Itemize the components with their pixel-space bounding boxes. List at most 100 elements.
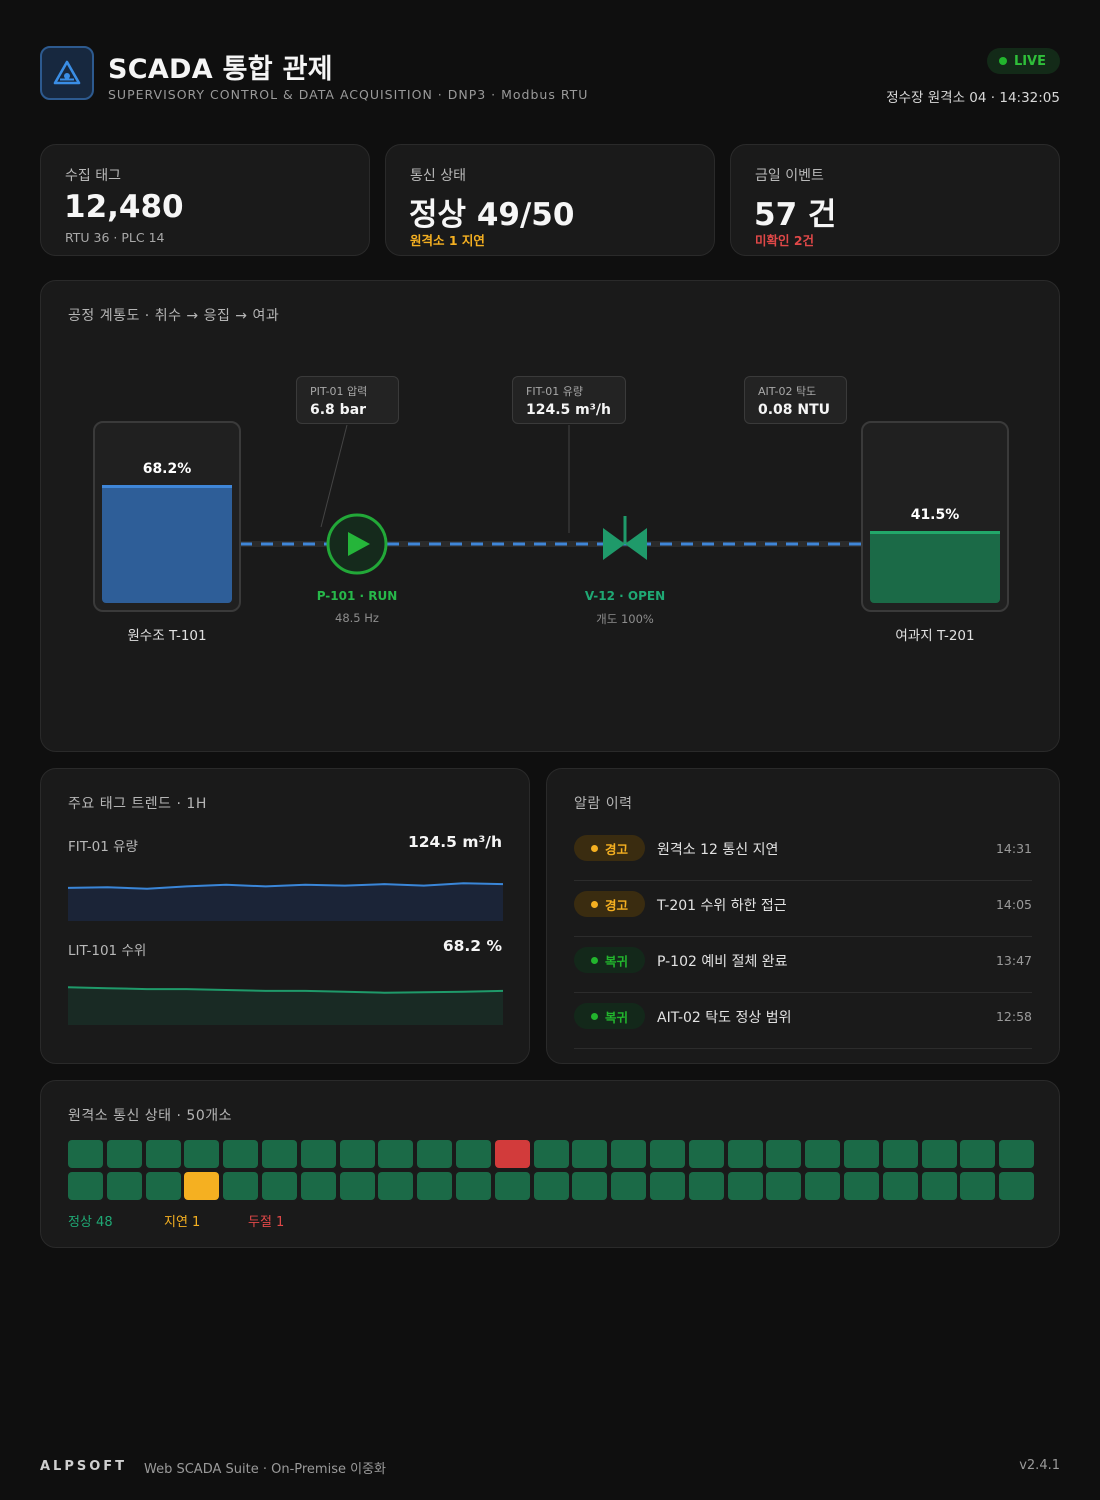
alarm-text: T-201 수위 하한 접근	[657, 898, 787, 914]
kpi-card-tags[interactable]: 수집 태그 12,480 RTU 36 · PLC 14	[40, 144, 370, 256]
station-cell-23[interactable]	[921, 1140, 957, 1168]
pump-p101[interactable]	[325, 512, 389, 576]
station-cell-19[interactable]	[766, 1140, 802, 1168]
station-cell-46[interactable]	[844, 1172, 879, 1200]
triangle-logo-icon	[53, 60, 81, 85]
station-cell-49[interactable]	[960, 1172, 996, 1200]
station-cell-22[interactable]	[882, 1140, 918, 1168]
trend-value: 124.5 m³/h	[407, 833, 502, 851]
station-cell-5[interactable]	[223, 1140, 259, 1168]
alarm-row[interactable]: 경고 원격소 12 통신 지연 14:31	[574, 825, 1032, 881]
station-cell-31[interactable]	[262, 1172, 297, 1200]
station-cell-42[interactable]	[688, 1172, 724, 1200]
trend-area	[68, 883, 503, 921]
station-cell-40[interactable]	[611, 1172, 647, 1200]
station-cell-11[interactable]	[456, 1140, 491, 1168]
alarm-level-badge: 경고	[574, 835, 645, 861]
station-cell-2[interactable]	[106, 1140, 142, 1168]
pump-status: P-101 · RUN	[316, 589, 398, 603]
station-cell-27[interactable]	[106, 1172, 142, 1200]
trend-sparkline-lit101[interactable]	[68, 977, 503, 1025]
tag-name: FIT-01 유량	[526, 385, 583, 398]
station-cell-21[interactable]	[844, 1140, 879, 1168]
kpi-value: 57 건	[754, 197, 837, 233]
trend-value: 68.2 %	[442, 937, 502, 955]
station-cell-43[interactable]	[727, 1172, 763, 1200]
station-cell-4[interactable]	[184, 1140, 220, 1168]
pump-frequency: 48.5 Hz	[335, 611, 379, 625]
station-cell-44[interactable]	[766, 1172, 802, 1200]
station-cell-7[interactable]	[300, 1140, 336, 1168]
kpi-card-comm[interactable]: 통신 상태 정상 49/50 원격소 1 지연	[385, 144, 715, 256]
legend-delay: 지연 1	[164, 1215, 201, 1230]
station-cell-30[interactable]	[223, 1172, 259, 1200]
station-cell-38[interactable]	[533, 1172, 569, 1200]
tank-t101[interactable]: 68.2%	[93, 421, 241, 612]
valve-v12[interactable]	[599, 514, 651, 564]
station-cell-3[interactable]	[145, 1140, 181, 1168]
alarm-time: 13:47	[995, 953, 1032, 968]
kpi-value: 12,480	[64, 189, 184, 225]
station-cell-9[interactable]	[378, 1140, 414, 1168]
station-cell-10[interactable]	[417, 1140, 453, 1168]
app-subtitle: SUPERVISORY CONTROL & DATA ACQUISITION ·…	[108, 87, 589, 102]
alarm-row[interactable]: 경고 T-201 수위 하한 접근 14:05	[574, 881, 1032, 937]
station-cell-14[interactable]	[572, 1140, 608, 1168]
station-cell-12[interactable]	[494, 1140, 530, 1168]
station-cell-16[interactable]	[650, 1140, 685, 1168]
trend-sparkline-fit01[interactable]	[68, 873, 503, 921]
live-badge: LIVE	[986, 48, 1060, 74]
tag-name: PIT-01 압력	[310, 385, 368, 398]
station-cell-25[interactable]	[999, 1140, 1035, 1168]
station-cell-35[interactable]	[417, 1172, 453, 1200]
station-cell-34[interactable]	[378, 1172, 414, 1200]
kpi-sub: 미확인 2건	[755, 233, 815, 248]
station-cell-17[interactable]	[688, 1140, 724, 1168]
legend-ok: 정상 48	[68, 1215, 113, 1230]
alarm-text: 원격소 12 통신 지연	[657, 842, 779, 858]
station-cell-41[interactable]	[650, 1172, 685, 1200]
alarm-level: 복귀	[604, 1009, 628, 1025]
tag-ait02[interactable]: AIT-02 탁도 0.08 NTU	[744, 376, 847, 424]
alarm-level-badge: 복귀	[574, 1003, 645, 1029]
footer-version: v2.4.1	[1019, 1458, 1060, 1473]
alarm-text: AIT-02 탁도 정상 범위	[657, 1010, 792, 1026]
process-title: 공정 계통도 · 취수 → 응집 → 여과	[68, 308, 280, 324]
station-cell-18[interactable]	[727, 1140, 763, 1168]
station-cell-36[interactable]	[456, 1172, 491, 1200]
station-cell-47[interactable]	[882, 1172, 918, 1200]
app-title: SCADA 통합 관제	[108, 54, 333, 85]
station-cell-50[interactable]	[999, 1172, 1035, 1200]
station-cell-1[interactable]	[68, 1140, 103, 1168]
station-cell-29[interactable]	[184, 1172, 220, 1200]
tank-level-label: 41.5%	[910, 507, 960, 523]
tag-fit01[interactable]: FIT-01 유량 124.5 m³/h	[512, 376, 626, 424]
station-cell-48[interactable]	[921, 1172, 957, 1200]
station-cell-26[interactable]	[68, 1172, 103, 1200]
kpi-card-events[interactable]: 금일 이벤트 57 건 미확인 2건	[730, 144, 1060, 256]
station-cell-45[interactable]	[805, 1172, 841, 1200]
station-cell-32[interactable]	[300, 1172, 336, 1200]
alarm-row[interactable]: 복귀 P-102 예비 절체 완료 13:47	[574, 937, 1032, 993]
station-cell-33[interactable]	[339, 1172, 375, 1200]
station-cell-28[interactable]	[145, 1172, 181, 1200]
tank-t201-name: 여과지 T-201	[895, 628, 975, 644]
station-cell-6[interactable]	[262, 1140, 297, 1168]
recovered-dot-icon	[590, 956, 598, 964]
alarm-row[interactable]: 복귀 AIT-02 탁도 정상 범위 12:58	[574, 993, 1032, 1049]
alarm-level-badge: 복귀	[574, 947, 645, 973]
station-cell-39[interactable]	[572, 1172, 608, 1200]
station-cell-8[interactable]	[339, 1140, 375, 1168]
footer-desc: Web SCADA Suite · On-Premise 이중화	[144, 1462, 386, 1477]
trend-title: 주요 태그 트렌드 · 1H	[68, 796, 207, 812]
station-cell-13[interactable]	[533, 1140, 569, 1168]
station-cell-15[interactable]	[611, 1140, 647, 1168]
tag-pit01[interactable]: PIT-01 압력 6.8 bar	[296, 376, 399, 424]
process-diagram-panel: 공정 계통도 · 취수 → 응집 → 여과 68.2% 원수조 T-101 41…	[40, 280, 1060, 752]
alarm-title: 알람 이력	[574, 796, 633, 812]
station-cell-24[interactable]	[960, 1140, 996, 1168]
station-cell-37[interactable]	[494, 1172, 530, 1200]
tank-t201[interactable]: 41.5%	[861, 421, 1009, 612]
warning-dot-icon	[590, 844, 598, 852]
station-cell-20[interactable]	[805, 1140, 841, 1168]
